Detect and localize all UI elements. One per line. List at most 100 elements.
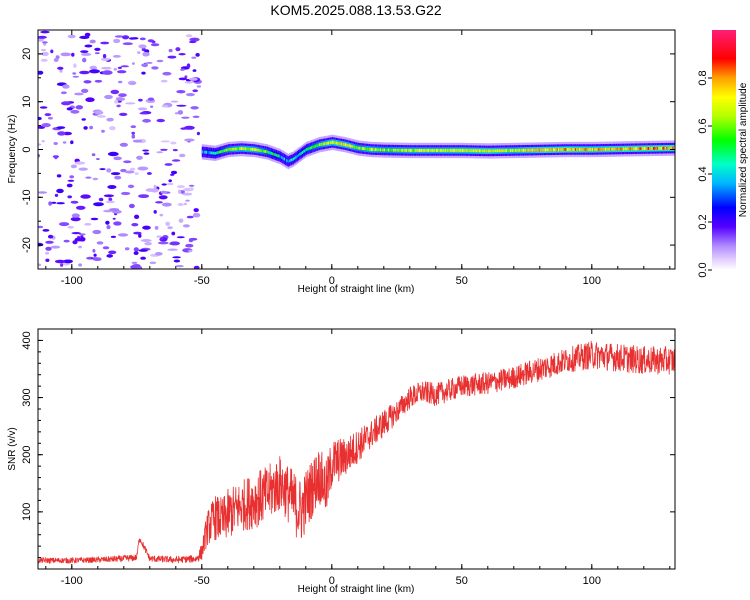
ridge-cell xyxy=(619,147,621,151)
ridge-cell xyxy=(494,149,496,153)
ridge-cell xyxy=(646,147,648,150)
noise-speckle xyxy=(124,247,130,251)
ridge-cell xyxy=(597,147,599,151)
x-tick-label: 50 xyxy=(456,275,468,287)
ridge-cell xyxy=(569,148,572,151)
noise-speckle xyxy=(142,118,152,123)
noise-speckle xyxy=(89,65,98,70)
ridge-cell xyxy=(296,154,299,158)
ridge-cell xyxy=(637,147,639,151)
noise-speckle xyxy=(112,217,116,220)
x-tick-label: -100 xyxy=(61,575,83,587)
snr-axes: -100 -50 0 50 100 100 200 300 400 xyxy=(21,328,675,587)
ridge-cell xyxy=(294,156,296,160)
ridge-cell xyxy=(535,148,538,152)
ridge-cell xyxy=(210,151,213,155)
noise-speckle xyxy=(51,201,57,204)
noise-speckle xyxy=(47,234,54,239)
ridge-cell xyxy=(269,151,271,155)
ridge-cell xyxy=(574,148,577,151)
ridge-cell xyxy=(402,148,404,152)
ridge-cell xyxy=(204,150,206,154)
ridge-cell xyxy=(565,148,568,151)
ridge-cell xyxy=(467,149,469,152)
ridge-cell xyxy=(312,145,314,149)
noise-speckle xyxy=(119,112,128,116)
noise-speckle xyxy=(60,263,64,267)
ridge-cell xyxy=(301,150,304,154)
noise-speckle xyxy=(167,55,177,59)
noise-speckle xyxy=(91,153,96,157)
ridge-cell xyxy=(500,149,503,153)
colorbar-label: Normalized spectral amplitude xyxy=(738,82,749,217)
ridge-cell xyxy=(266,150,269,154)
noise-speckle xyxy=(184,138,195,142)
ridge-cell xyxy=(524,148,526,152)
noise-speckle xyxy=(164,163,173,166)
noise-speckle xyxy=(192,212,201,218)
ridge-cell xyxy=(621,147,624,151)
noise-speckle xyxy=(137,266,143,269)
noise-speckle xyxy=(108,208,120,211)
ridge-cell xyxy=(248,147,250,151)
noise-speckle xyxy=(50,245,61,249)
ridge-cell xyxy=(283,157,286,161)
noise-speckle xyxy=(70,140,74,145)
ridge-cell xyxy=(352,145,354,149)
ridge-cell xyxy=(390,148,392,152)
noise-speckle xyxy=(134,214,140,219)
noise-speckle xyxy=(84,223,92,226)
noise-speckle xyxy=(79,70,90,75)
ridge-cell xyxy=(387,148,390,152)
ridge-cell xyxy=(533,148,535,152)
ridge-cell xyxy=(273,152,275,156)
y-tick-label: -10 xyxy=(21,189,33,205)
noise-speckle xyxy=(155,252,163,256)
noise-speckle xyxy=(42,41,48,44)
noise-speckle xyxy=(94,110,104,115)
ridge-cell xyxy=(465,149,468,152)
ridge-cell xyxy=(470,149,473,153)
ridge-cell xyxy=(472,149,474,153)
ridge-cell xyxy=(403,148,405,152)
ridge-cell xyxy=(382,148,384,152)
ridge-cell xyxy=(433,149,435,152)
ridge-cell xyxy=(595,147,598,151)
ridge-cell xyxy=(486,149,488,153)
noise-speckle xyxy=(122,35,130,40)
noise-speckle xyxy=(138,233,142,238)
ridge-cell xyxy=(611,147,613,151)
ridge-cell xyxy=(672,146,674,150)
ridge-cell xyxy=(431,149,434,152)
noise-speckle xyxy=(138,194,150,199)
ridge-cell xyxy=(615,147,617,151)
ridge-cell xyxy=(389,148,391,152)
noise-speckle xyxy=(110,89,120,95)
ridge-cell xyxy=(482,149,484,153)
ridge-cell xyxy=(216,151,218,155)
noise-speckle xyxy=(38,263,42,267)
ridge-cell xyxy=(429,149,431,152)
ridge-cell xyxy=(355,145,357,149)
noise-speckle xyxy=(137,51,141,54)
noise-speckle xyxy=(45,240,54,244)
noise-speckle xyxy=(92,257,102,262)
x-tick-label: -50 xyxy=(194,275,210,287)
ridge-cell xyxy=(559,148,561,152)
noise-speckle xyxy=(184,81,194,84)
ridge-cell xyxy=(346,143,348,147)
ridge-cell xyxy=(638,147,640,151)
noise-speckle xyxy=(151,40,156,44)
noise-speckle xyxy=(89,39,96,44)
noise-speckle xyxy=(156,235,162,238)
ridge-cell xyxy=(413,149,416,152)
noise-speckle xyxy=(178,218,184,223)
ridge-cell xyxy=(363,147,365,151)
noise-speckle xyxy=(133,247,139,252)
ridge-cell xyxy=(630,147,633,151)
ridge-cell xyxy=(373,148,375,152)
ridge-cell xyxy=(426,149,429,152)
noise-speckle xyxy=(78,263,82,267)
ridge-cell xyxy=(543,148,546,152)
noise-speckle xyxy=(179,153,186,158)
